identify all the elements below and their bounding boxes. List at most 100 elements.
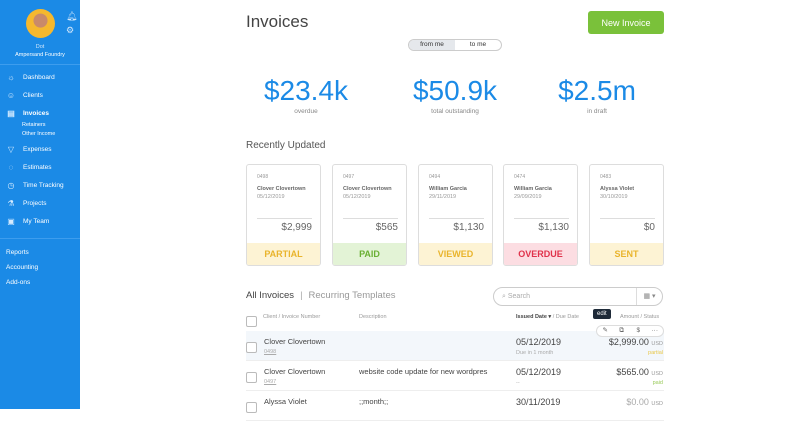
dashboard-icon: ☼ xyxy=(7,72,15,82)
more-icon[interactable]: ··· xyxy=(651,327,659,334)
row-invoice-number[interactable]: 0497 xyxy=(264,379,277,385)
table-row[interactable] xyxy=(246,361,664,391)
invoice-amount: $2,999 xyxy=(281,222,312,233)
client-name: Clover Clovertown xyxy=(343,186,392,192)
stat-outstanding[interactable]: $50.9k total outstanding xyxy=(395,75,515,115)
invoice-tabs: All Invoices | Recurring Templates xyxy=(246,290,396,301)
estimates-icon: ◌ xyxy=(8,162,14,172)
recent-invoice-card[interactable]: 0474 William Garcia 29/09/2019 $1,130 OV… xyxy=(503,164,578,266)
user-name: Dot xyxy=(35,44,45,50)
sidebar-item-label: Estimates xyxy=(23,163,52,171)
row-invoice-number[interactable]: 0498 xyxy=(264,349,277,355)
invoice-number: 0497 xyxy=(343,174,355,180)
sidebar-subitem-other-income[interactable]: Other Income xyxy=(22,131,56,137)
status-badge: VIEWED xyxy=(419,243,492,265)
payment-icon[interactable]: $ xyxy=(636,327,641,334)
gear-icon[interactable]: ⚙ xyxy=(66,25,75,35)
new-invoice-button[interactable]: New Invoice xyxy=(588,11,664,34)
search-icon: ⌕ xyxy=(502,293,508,300)
stat-label: in draft xyxy=(587,108,607,115)
sidebar-item-dashboard[interactable]: ☼ Dashboard xyxy=(0,68,80,86)
expenses-icon: ▽ xyxy=(7,144,15,154)
row-issued-date: 30/11/2019 xyxy=(516,397,561,407)
sidebar-item-label: Projects xyxy=(23,199,47,207)
client-name: Alyssa Violet xyxy=(600,186,635,192)
status-badge: PAID xyxy=(333,243,406,265)
edit-tooltip: edit xyxy=(593,309,611,319)
tab-all-invoices[interactable]: All Invoices xyxy=(246,290,295,301)
toggle-from-me[interactable]: from me xyxy=(409,40,455,50)
tab-recurring-templates[interactable]: Recurring Templates xyxy=(308,290,396,301)
sidebar-item-label: Dashboard xyxy=(23,73,55,81)
sidebar-item-expenses[interactable]: ▽ Expenses xyxy=(0,140,80,158)
sidebar-item-label: Clients xyxy=(23,91,43,99)
sidebar-item-invoices[interactable]: ▤ Invoices xyxy=(0,104,80,122)
row-client: Clover Clovertown xyxy=(264,337,326,346)
sidebar-item-my-team[interactable]: ▣ My Team xyxy=(0,212,80,230)
sidebar-item-accounting[interactable]: Accounting xyxy=(6,264,39,271)
page-title: Invoices xyxy=(246,12,309,31)
column-client[interactable]: Client / Invoice Number xyxy=(263,314,321,320)
sidebar-item-clients[interactable]: ☺ Clients xyxy=(0,86,80,104)
row-checkbox[interactable] xyxy=(246,342,257,353)
table-row[interactable] xyxy=(246,331,664,361)
row-checkbox[interactable] xyxy=(246,402,257,413)
sidebar-item-label: My Team xyxy=(23,217,50,225)
stopwatch-icon: ◷ xyxy=(7,180,15,190)
row-currency: USD xyxy=(651,341,663,347)
sidebar-item-projects[interactable]: ⚗ Projects xyxy=(0,194,80,212)
direction-toggle: from me to me xyxy=(408,39,502,51)
sidebar-item-reports[interactable]: Reports xyxy=(6,249,29,256)
row-client: Alyssa Violet xyxy=(264,397,307,406)
calendar-filter-icon[interactable]: ▦ ▾ xyxy=(636,288,662,305)
row-description: website code update for new wordpres xyxy=(359,367,488,376)
sidebar-item-add-ons[interactable]: Add-ons xyxy=(6,279,31,286)
invoice-date: 05/12/2019 xyxy=(343,194,371,200)
row-issued-date: 05/12/2019 xyxy=(516,337,562,347)
client-name: William Garcia xyxy=(429,186,467,192)
sidebar-subitem-retainers[interactable]: Retainers xyxy=(22,122,46,128)
client-name: William Garcia xyxy=(514,186,552,192)
sidebar: 🔔︎ ⚙ Dot Ampersand Foundry ☼ Dashboard ☺ Cli… xyxy=(0,0,80,409)
column-due-date[interactable]: / Due Date xyxy=(552,314,579,320)
edit-icon[interactable]: ✎ xyxy=(602,327,608,334)
invoice-date: 05/12/2019 xyxy=(257,194,285,200)
search-placeholder: Search xyxy=(507,293,531,300)
table-row[interactable] xyxy=(246,391,664,421)
column-amount[interactable]: Amount / Status xyxy=(620,314,660,320)
sidebar-item-label: Expenses xyxy=(23,145,52,153)
row-due-date: -- xyxy=(516,380,520,386)
row-checkbox[interactable] xyxy=(246,372,257,383)
invoice-amount: $565 xyxy=(375,222,398,233)
invoices-icon: ▤ xyxy=(7,108,15,118)
select-all-checkbox[interactable] xyxy=(246,316,257,327)
avatar[interactable] xyxy=(26,9,55,38)
recent-invoice-card[interactable]: 0483 Alyssa Violet 30/10/2019 $0 SENT xyxy=(589,164,664,266)
stat-overdue[interactable]: $23.4k overdue xyxy=(246,75,366,115)
invoice-number: 0498 xyxy=(257,174,269,180)
duplicate-icon[interactable]: ⧉ xyxy=(619,327,625,334)
row-actions: ✎ ⧉ $ ··· xyxy=(596,325,664,337)
invoice-number: 0494 xyxy=(429,174,441,180)
invoice-date: 29/09/2019 xyxy=(514,194,542,200)
toggle-to-me[interactable]: to me xyxy=(469,41,487,48)
invoice-amount: $1,130 xyxy=(538,222,569,233)
row-amount: $565.00 xyxy=(616,367,649,377)
column-issued-date[interactable]: Issued Date ▾ xyxy=(516,314,552,320)
stat-draft[interactable]: $2.5m in draft xyxy=(537,75,657,115)
recently-updated-heading: Recently Updated xyxy=(246,140,326,151)
stat-value: $2.5m xyxy=(558,75,636,106)
sidebar-item-estimates[interactable]: ◌ Estimates xyxy=(0,158,80,176)
row-currency: USD xyxy=(651,371,663,377)
bell-icon[interactable]: 🔔︎ xyxy=(66,11,78,21)
sidebar-item-label: Time Tracking xyxy=(23,181,64,189)
clients-icon: ☺ xyxy=(6,90,16,100)
recent-invoice-card[interactable]: 0497 Clover Clovertown 05/12/2019 $565 P… xyxy=(332,164,407,266)
sidebar-item-time-tracking[interactable]: ◷ Time Tracking xyxy=(0,176,80,194)
invoice-number: 0474 xyxy=(514,174,526,180)
search-input[interactable]: ⌕ Search ▦ ▾ xyxy=(493,287,663,306)
recent-invoice-card[interactable]: 0494 William Garcia 29/11/2019 $1,130 VI… xyxy=(418,164,493,266)
row-description: ;;month;; xyxy=(359,397,389,406)
client-name: Clover Clovertown xyxy=(257,186,306,192)
recent-invoice-card[interactable]: 0498 Clover Clovertown 05/12/2019 $2,999… xyxy=(246,164,321,266)
